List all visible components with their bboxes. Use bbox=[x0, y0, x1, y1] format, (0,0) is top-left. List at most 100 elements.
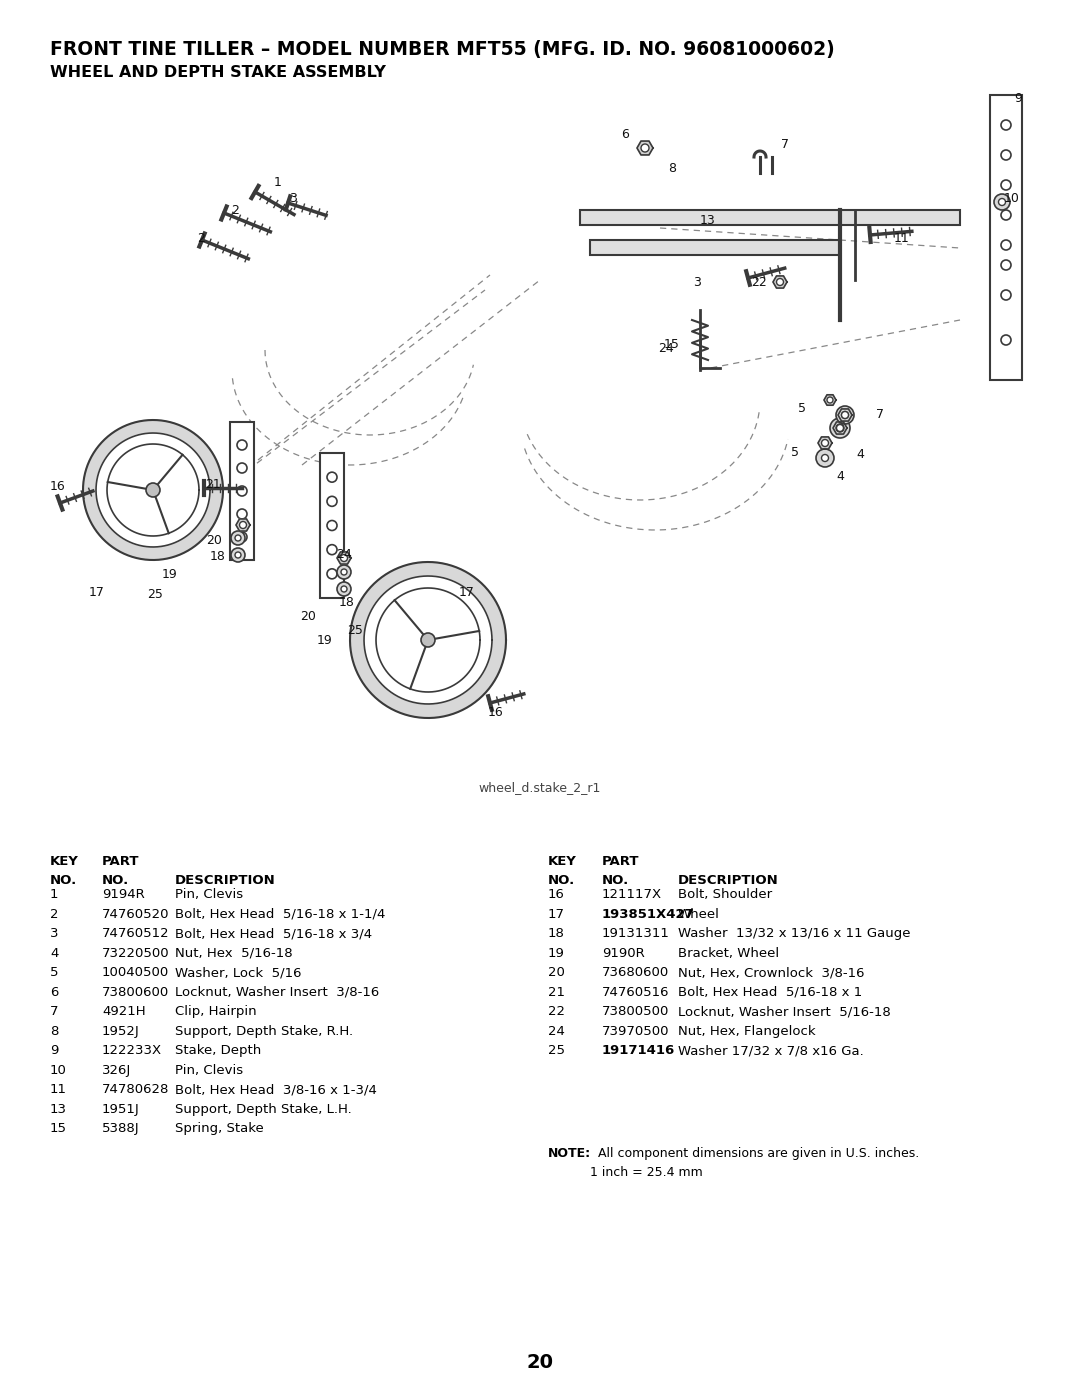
Text: 74760512: 74760512 bbox=[102, 928, 170, 940]
Text: Washer, Lock  5/16: Washer, Lock 5/16 bbox=[175, 967, 301, 979]
Text: 17: 17 bbox=[459, 585, 475, 598]
Polygon shape bbox=[364, 576, 492, 704]
Text: 5: 5 bbox=[50, 967, 58, 979]
Text: 19: 19 bbox=[318, 633, 333, 647]
Circle shape bbox=[337, 583, 351, 597]
Text: Pin, Clevis: Pin, Clevis bbox=[175, 888, 243, 901]
Text: 20: 20 bbox=[527, 1352, 554, 1372]
Text: PART: PART bbox=[602, 855, 639, 868]
Text: 326J: 326J bbox=[102, 1063, 132, 1077]
Circle shape bbox=[327, 521, 337, 531]
Bar bbox=[230, 422, 254, 560]
Text: FRONT TINE TILLER – MODEL NUMBER MFT55 (MFG. ID. NO. 96081000602): FRONT TINE TILLER – MODEL NUMBER MFT55 (… bbox=[50, 41, 835, 59]
Text: DESCRIPTION: DESCRIPTION bbox=[175, 875, 275, 887]
Text: Pin, Clevis: Pin, Clevis bbox=[175, 1063, 243, 1077]
Text: 20: 20 bbox=[548, 967, 565, 979]
Text: 5: 5 bbox=[791, 447, 799, 460]
Text: 13: 13 bbox=[50, 1102, 67, 1116]
Text: 16: 16 bbox=[50, 479, 66, 493]
Text: 17: 17 bbox=[548, 908, 565, 921]
Text: 19: 19 bbox=[548, 947, 565, 960]
Text: 11: 11 bbox=[894, 232, 909, 244]
Text: 25: 25 bbox=[347, 623, 363, 637]
Text: 20: 20 bbox=[206, 534, 221, 546]
Text: WHEEL AND DEPTH STAKE ASSEMBLY: WHEEL AND DEPTH STAKE ASSEMBLY bbox=[50, 66, 386, 80]
Text: KEY: KEY bbox=[548, 855, 577, 868]
Circle shape bbox=[237, 486, 247, 496]
Text: 13: 13 bbox=[700, 214, 716, 226]
Text: 73680600: 73680600 bbox=[602, 967, 670, 979]
Text: 3: 3 bbox=[693, 275, 701, 289]
Text: NOTE:: NOTE: bbox=[548, 1147, 591, 1160]
Text: 1951J: 1951J bbox=[102, 1102, 139, 1116]
Circle shape bbox=[837, 425, 843, 432]
Text: 6: 6 bbox=[50, 986, 58, 999]
Text: Stake, Depth: Stake, Depth bbox=[175, 1044, 261, 1058]
Text: 2: 2 bbox=[231, 204, 239, 217]
Circle shape bbox=[341, 569, 347, 576]
Text: 20: 20 bbox=[300, 610, 316, 623]
Text: 19131311: 19131311 bbox=[602, 928, 670, 940]
Bar bbox=[990, 95, 1022, 380]
Circle shape bbox=[841, 412, 849, 419]
Text: Washer 17/32 x 7/8 x16 Ga.: Washer 17/32 x 7/8 x16 Ga. bbox=[678, 1044, 864, 1058]
Circle shape bbox=[831, 418, 850, 439]
Circle shape bbox=[841, 412, 849, 419]
Polygon shape bbox=[833, 422, 847, 434]
Text: 122233X: 122233X bbox=[102, 1044, 162, 1058]
Polygon shape bbox=[237, 518, 249, 531]
Circle shape bbox=[816, 448, 834, 467]
Circle shape bbox=[999, 198, 1005, 205]
Text: 7: 7 bbox=[50, 1006, 58, 1018]
Text: 24: 24 bbox=[658, 341, 674, 355]
Circle shape bbox=[1001, 335, 1011, 345]
Text: Nut, Hex, Flangelock: Nut, Hex, Flangelock bbox=[678, 1024, 815, 1038]
Text: Clip, Hairpin: Clip, Hairpin bbox=[175, 1006, 257, 1018]
Text: 1952J: 1952J bbox=[102, 1024, 139, 1038]
Text: 15: 15 bbox=[50, 1122, 67, 1136]
Text: Locknut, Washer Insert  3/8-16: Locknut, Washer Insert 3/8-16 bbox=[175, 986, 379, 999]
Text: 3: 3 bbox=[289, 193, 297, 205]
Text: NO.: NO. bbox=[548, 875, 576, 887]
Text: 9: 9 bbox=[1014, 91, 1022, 105]
Text: 15: 15 bbox=[664, 338, 680, 352]
Polygon shape bbox=[637, 141, 653, 155]
Circle shape bbox=[327, 569, 337, 578]
Text: Bolt, Shoulder: Bolt, Shoulder bbox=[678, 888, 772, 901]
Polygon shape bbox=[337, 552, 351, 564]
Polygon shape bbox=[350, 562, 507, 718]
Circle shape bbox=[1001, 149, 1011, 161]
Text: 5: 5 bbox=[798, 401, 806, 415]
Circle shape bbox=[146, 483, 160, 497]
Circle shape bbox=[994, 194, 1010, 210]
Circle shape bbox=[235, 552, 241, 557]
Circle shape bbox=[1001, 240, 1011, 250]
Circle shape bbox=[327, 472, 337, 482]
Text: 7: 7 bbox=[781, 138, 789, 151]
Text: 25: 25 bbox=[548, 1044, 565, 1058]
Text: 8: 8 bbox=[50, 1024, 58, 1038]
Text: 3: 3 bbox=[50, 928, 58, 940]
Text: 74760520: 74760520 bbox=[102, 908, 170, 921]
Circle shape bbox=[836, 425, 843, 432]
Text: 18: 18 bbox=[548, 928, 565, 940]
Text: NO.: NO. bbox=[102, 875, 130, 887]
Text: 18: 18 bbox=[211, 550, 226, 563]
Circle shape bbox=[327, 496, 337, 506]
Circle shape bbox=[642, 144, 649, 152]
Text: 121117X: 121117X bbox=[602, 888, 662, 901]
Text: 6: 6 bbox=[621, 129, 629, 141]
Text: 9: 9 bbox=[50, 1044, 58, 1058]
Polygon shape bbox=[773, 277, 787, 288]
Text: Locknut, Washer Insert  5/16-18: Locknut, Washer Insert 5/16-18 bbox=[678, 1006, 891, 1018]
Text: Bolt, Hex Head  5/16-18 x 1-1/4: Bolt, Hex Head 5/16-18 x 1-1/4 bbox=[175, 908, 386, 921]
Text: 2: 2 bbox=[197, 232, 205, 244]
Text: wheel_d.stake_2_r1: wheel_d.stake_2_r1 bbox=[478, 781, 602, 795]
Polygon shape bbox=[83, 420, 222, 560]
Circle shape bbox=[231, 548, 245, 562]
Circle shape bbox=[235, 535, 241, 541]
Circle shape bbox=[237, 509, 247, 520]
Text: Washer  13/32 x 13/16 x 11 Gauge: Washer 13/32 x 13/16 x 11 Gauge bbox=[678, 928, 910, 940]
Text: Nut, Hex, Crownlock  3/8-16: Nut, Hex, Crownlock 3/8-16 bbox=[678, 967, 864, 979]
Polygon shape bbox=[824, 395, 836, 405]
